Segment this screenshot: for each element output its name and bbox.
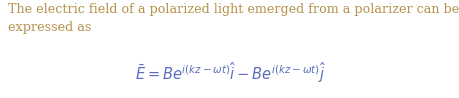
Text: $\bar{E} = Be^{i(kz-\omega t)}\hat{i} - Be^{i(kz-\omega t)}\hat{j}$: $\bar{E} = Be^{i(kz-\omega t)}\hat{i} - … (134, 60, 325, 85)
Text: The electric field of a polarized light emerged from a polarizer can be
expresse: The electric field of a polarized light … (8, 3, 459, 34)
